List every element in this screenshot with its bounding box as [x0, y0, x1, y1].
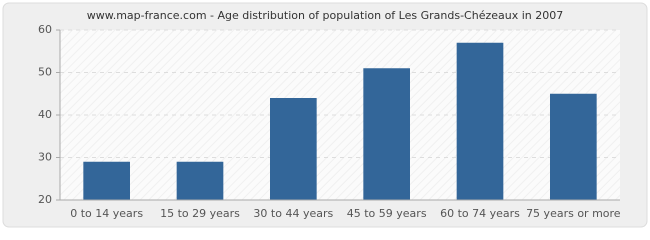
y-tick-label: 20	[38, 193, 52, 206]
bar	[176, 161, 224, 200]
y-tick-label: 40	[38, 108, 52, 121]
x-tick-label: 15 to 29 years	[160, 207, 240, 220]
x-tick-label: 0 to 14 years	[70, 207, 143, 220]
bar	[456, 42, 504, 200]
y-tick-label: 50	[38, 66, 52, 79]
bar	[363, 68, 410, 200]
bar	[270, 98, 317, 200]
bars	[83, 42, 597, 200]
y-tick-label: 60	[38, 23, 52, 36]
y-tick-label: 30	[38, 151, 52, 164]
bar	[83, 161, 130, 200]
x-tick-label: 30 to 44 years	[253, 207, 333, 220]
bar	[550, 93, 597, 200]
chart: www.map-france.com - Age distribution of…	[2, 2, 648, 228]
x-tick-label: 45 to 59 years	[347, 207, 427, 220]
chart-title: www.map-france.com - Age distribution of…	[87, 9, 564, 22]
x-tick-label: 75 years or more	[526, 207, 621, 220]
x-tick-label: 60 to 74 years	[440, 207, 520, 220]
